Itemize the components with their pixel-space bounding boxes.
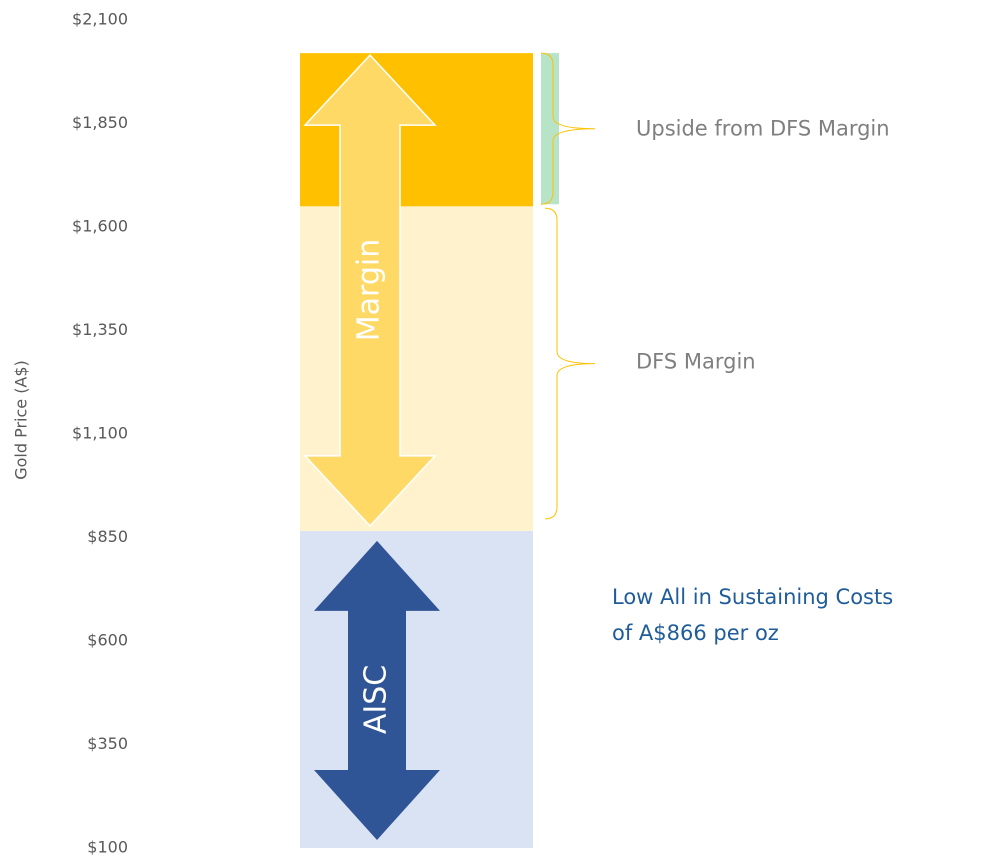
double-arrow	[314, 540, 440, 840]
double-arrow	[303, 54, 437, 527]
annotation: Upside from DFS Margin	[636, 117, 890, 141]
arrow-label: Margin	[352, 239, 387, 341]
upside-box	[541, 53, 559, 205]
annotation: DFS Margin	[636, 350, 756, 374]
y-tick-label: $1,600	[72, 217, 128, 236]
y-tick-label: $350	[87, 734, 128, 753]
y-tick-label: $1,350	[72, 320, 128, 339]
arrow-label: AISC	[359, 665, 394, 734]
bar-segment	[300, 530, 533, 848]
aisc-annotation: Low All in Sustaining Costs	[612, 585, 893, 609]
y-tick-label: $1,100	[72, 424, 128, 443]
y-axis-label: Gold Price (A$)	[12, 360, 31, 480]
y-tick-label: $100	[87, 838, 128, 856]
brace	[540, 52, 596, 205]
brace	[544, 207, 596, 520]
y-tick-label: $2,100	[72, 10, 128, 29]
bar-segment	[300, 53, 533, 207]
aisc-annotation: of A$866 per oz	[612, 621, 779, 645]
y-tick-label: $600	[87, 631, 128, 650]
y-tick-label: $850	[87, 527, 128, 546]
y-tick-label: $1,850	[72, 113, 128, 132]
